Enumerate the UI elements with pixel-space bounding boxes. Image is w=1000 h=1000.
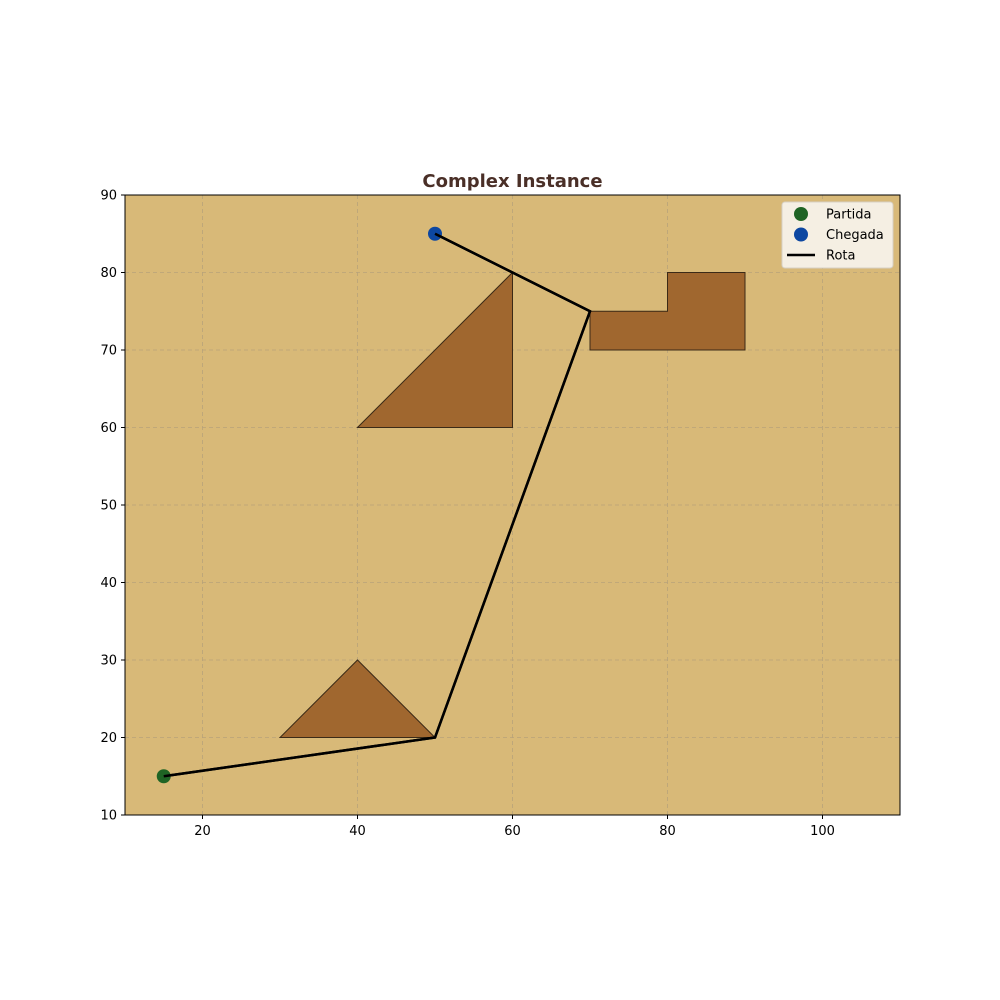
y-tick-label: 20 xyxy=(100,731,117,746)
obstacles xyxy=(278,271,746,738)
obstacle-polygon xyxy=(278,659,437,738)
obstacle-polygon xyxy=(356,271,513,428)
x-tick-label: 40 xyxy=(349,824,366,839)
legend: Partida Chegada Rota xyxy=(781,201,894,269)
y-tick-label: 90 xyxy=(100,189,117,204)
y-tick-label: 70 xyxy=(100,344,117,359)
y-tick-label: 40 xyxy=(100,576,117,591)
legend-label: Partida xyxy=(826,208,872,223)
x-tick-label: 100 xyxy=(810,824,835,839)
x-tick-label: 80 xyxy=(659,824,676,839)
x-tick-label: 60 xyxy=(504,824,521,839)
legend-box xyxy=(781,201,894,269)
route-line-overlay xyxy=(163,232,592,778)
y-tick-label: 60 xyxy=(100,421,117,436)
legend-label: Rota xyxy=(826,249,855,264)
legend-label: Chegada xyxy=(826,228,884,243)
x-tick-label: 20 xyxy=(194,824,211,839)
y-tick-label: 30 xyxy=(100,654,117,669)
y-tick-label: 80 xyxy=(100,266,117,281)
legend-marker xyxy=(794,207,808,221)
legend-marker xyxy=(794,227,808,242)
y-tick-label: 50 xyxy=(100,499,117,514)
series xyxy=(156,226,592,784)
axis-ticks: 20 40 60 80 100 10 20 30 40 50 60 70 80 90 xyxy=(100,189,834,840)
y-tick-label: 10 xyxy=(100,809,117,824)
chart-title: Complex Instance xyxy=(422,171,602,192)
